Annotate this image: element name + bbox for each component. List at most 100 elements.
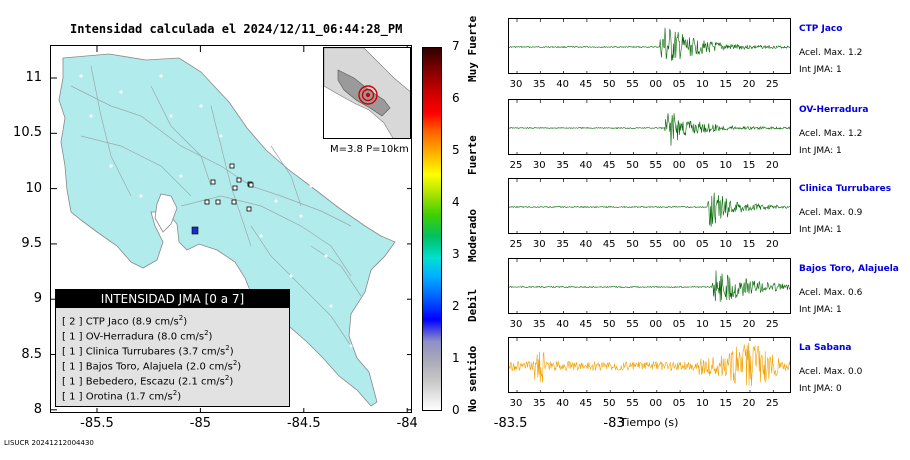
legend-level: [ 1 ]: [62, 361, 83, 373]
epicenter-target-icon: [358, 85, 378, 105]
time-tick-label: 05: [672, 79, 686, 90]
station-int-jma: Int JMA: 1: [799, 225, 842, 235]
seismogram-svg: [509, 259, 790, 313]
time-tick-label: 05: [696, 160, 709, 171]
station-int-jma: Int JMA: 1: [799, 305, 842, 315]
town-dot: [199, 104, 203, 108]
time-tick-row: 25 30 35 40 45 50 55 00 05 10 15 20: [508, 160, 791, 174]
colorbar-tick-label: 5: [452, 143, 460, 157]
time-tick-label: 40: [579, 160, 593, 171]
lon-tick-label: -84: [396, 416, 418, 431]
time-tick-label: 30: [532, 160, 546, 171]
legend-accel-close: ): [177, 391, 182, 403]
station-int-jma: Int JMA: 1: [799, 65, 842, 75]
time-tick-label: 35: [532, 319, 546, 330]
station-marker: [231, 199, 237, 205]
time-tick-label: 30: [509, 398, 523, 409]
time-tick-label: 25: [765, 319, 779, 330]
legend-accel: (1.7 cm/s: [125, 391, 173, 403]
time-tick-label: 10: [719, 239, 733, 250]
station-int-jma: Int JMA: 1: [799, 146, 842, 156]
lon-tick-label: -85.5: [80, 416, 114, 431]
legend-station-name: Bajos Toro, Alajuela: [85, 361, 183, 373]
waveform-line: [509, 27, 790, 61]
station-accel-max: Acel. Max. 0.0: [799, 367, 863, 377]
intensity-colorbar: [422, 47, 442, 411]
time-tick-label: 45: [579, 79, 593, 90]
time-tick-label: 10: [719, 160, 733, 171]
time-tick-label: 55: [626, 398, 639, 409]
legend-accel-unit-power: 2: [224, 374, 230, 382]
legend-header: INTENSIDAD JMA [0 a 7]: [56, 290, 289, 308]
station-accel-max: Acel. Max. 1.2: [799, 48, 863, 58]
time-tick-label: 15: [719, 319, 733, 330]
legend-level: [ 1 ]: [62, 346, 83, 358]
time-tick-label: 25: [509, 239, 523, 250]
lat-tick-label: 11: [25, 70, 42, 85]
legend-row: [ 1 ] Bebedero, Escazu (2.1 cm/s2): [62, 374, 233, 387]
lat-tick-label: 10: [25, 180, 42, 196]
station-name: CTP Jaco: [799, 24, 843, 34]
station-accel-max: Acel. Max. 0.9: [799, 208, 863, 218]
lat-tick-label: 8: [33, 401, 42, 417]
time-tick-label: 00: [672, 160, 686, 171]
time-tick-label: 45: [579, 398, 593, 409]
station-name: Clinica Turrubares: [799, 184, 892, 194]
station-marker: [248, 182, 254, 188]
time-tick-label: 50: [602, 398, 616, 409]
legend-accel: (2.0 cm/s: [186, 361, 233, 373]
colorbar-category-label: Fuerte: [466, 135, 479, 175]
time-tick-label: 00: [649, 398, 663, 409]
time-tick-label: 30: [532, 239, 546, 250]
waveform-line: [509, 342, 790, 387]
time-tick-label: 55: [626, 79, 639, 90]
time-tick-label: 25: [765, 398, 779, 409]
town-dot: [109, 164, 113, 168]
legend-accel-close: ): [208, 331, 213, 343]
colorbar-category-label: Moderado: [466, 209, 479, 262]
town-dot: [159, 74, 163, 78]
intensity-legend: INTENSIDAD JMA [0 a 7] [ 2 ] CTP Jaco (8…: [55, 289, 290, 407]
colorbar-tick-label: 0: [452, 403, 460, 417]
epicenter-marker: [191, 226, 199, 235]
time-tick-label: 35: [556, 239, 569, 250]
lon-tick-label: -85: [189, 416, 211, 431]
time-tick-label: 00: [672, 239, 686, 250]
legend-level: [ 1 ]: [62, 376, 83, 388]
time-tick-label: 40: [556, 79, 569, 90]
time-tick-label: 20: [742, 319, 756, 330]
colorbar-tick-label: 4: [452, 195, 460, 209]
lon-tick-label: -83.5: [493, 416, 528, 431]
time-tick-label: 15: [742, 239, 756, 250]
seismogram-svg: [509, 100, 790, 154]
legend-accel-close: ): [183, 316, 188, 328]
time-tick-label: 50: [602, 79, 616, 90]
station-int-jma: Int JMA: 0: [799, 384, 842, 394]
colorbar-category-label: Debil: [466, 288, 479, 322]
colorbar-category-label: No sentido: [466, 345, 479, 412]
legend-accel-close: ): [229, 376, 234, 388]
time-tick-label: 05: [672, 319, 686, 330]
seismogram-panel: [508, 337, 791, 393]
station-marker: [210, 179, 216, 185]
legend-row: [ 1 ] Clinica Turrubares (3.7 cm/s2): [62, 344, 234, 357]
time-tick-label: 40: [556, 319, 569, 330]
time-tick-label: 25: [765, 79, 779, 90]
time-tick-label: 20: [765, 239, 779, 250]
station-name: Bajos Toro, Alajuela: [799, 264, 899, 274]
seismogram-panel: [508, 178, 791, 234]
time-tick-label: 10: [696, 398, 709, 409]
costa-rica-land: [58, 53, 396, 407]
time-tick-label: 10: [696, 319, 709, 330]
time-tick-label: 45: [602, 160, 616, 171]
time-tick-label: 50: [626, 239, 639, 250]
town-dot: [289, 274, 293, 278]
lon-tick-label: -83: [603, 416, 625, 431]
time-tick-label: 05: [672, 398, 686, 409]
colorbar-tick-label: 2: [452, 299, 460, 313]
time-tick-row: 30 35 40 45 50 55 00 05 10 15 20 25: [508, 319, 791, 333]
legend-row: [ 1 ] Bajos Toro, Alajuela (2.0 cm/s2): [62, 359, 241, 372]
legend-accel-close: ): [237, 361, 242, 373]
station-marker: [246, 206, 252, 212]
town-dot: [179, 174, 183, 178]
